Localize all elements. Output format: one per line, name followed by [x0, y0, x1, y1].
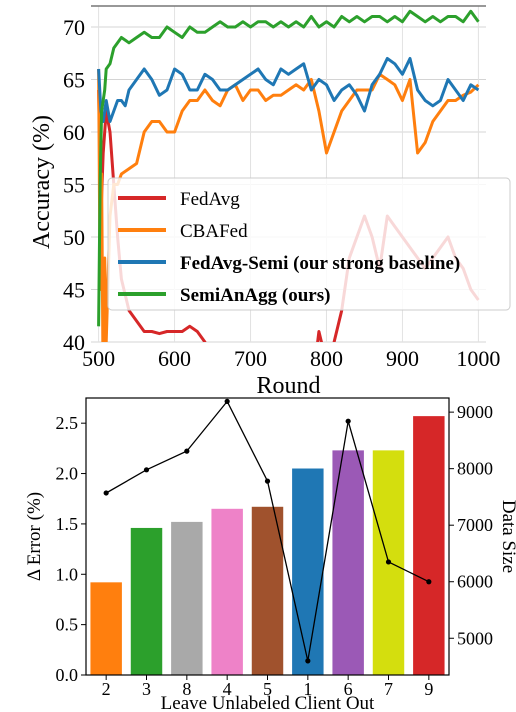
x-tick-label: 900	[386, 346, 419, 371]
x-tick-label: 4	[223, 679, 232, 699]
x-tick-label: 5	[263, 679, 272, 699]
bar-chart: 0.0 0.5 1.0 1.5 2.0 2.5 5000 6000 7000 8000 9000 2 3…	[24, 397, 516, 712]
x-axis-title: Round	[256, 373, 320, 399]
legend-label-0: FedAvg	[180, 189, 240, 210]
y-tick-label: 40	[63, 330, 85, 355]
legend-label-3: SemiAnAgg (ours)	[180, 285, 330, 306]
data-size-point-3	[143, 467, 150, 473]
x-tick-label: 6	[344, 679, 353, 699]
series-line-2	[97, 57, 480, 123]
legend-box	[107, 177, 511, 311]
x-tick-label: 600	[158, 346, 191, 371]
bar-6	[332, 450, 364, 675]
x-axis-title: Leave Unlabeled Client Out	[161, 693, 375, 712]
left-tick-label: 0.5	[56, 615, 79, 635]
y-tick-label: 50	[63, 225, 85, 250]
left-tick-label: 1.5	[56, 514, 79, 534]
bar-5	[251, 506, 284, 675]
series-line-3	[97, 9, 480, 327]
bar-2	[90, 582, 122, 675]
right-tick-label: 5000	[457, 628, 493, 648]
left-tick-label: 2.0	[56, 464, 79, 484]
right-tick-label: 6000	[457, 572, 493, 592]
x-tick-label: 7	[384, 679, 393, 699]
data-size-point-8	[184, 448, 190, 454]
data-size-point-2	[103, 490, 109, 496]
x-tick-label: 2	[102, 679, 111, 699]
legend-label-1: CBAFed	[180, 221, 248, 242]
right-tick-label: 8000	[457, 459, 493, 479]
x-tick-label: 1000	[456, 346, 500, 371]
y-tick-label: 55	[63, 173, 85, 198]
data-size-point-4	[224, 398, 230, 404]
y-tick-label: 65	[63, 68, 85, 93]
y-tick-label: 70	[63, 15, 85, 40]
y-tick-label: 45	[63, 278, 85, 303]
right-tick-label: 7000	[457, 515, 493, 535]
x-tick-label: 1	[303, 679, 312, 699]
x-tick-label: 800	[310, 346, 343, 371]
x-tick-label: 8	[182, 679, 191, 699]
left-tick-label: 0.0	[56, 665, 79, 685]
legend-label-2: FedAvg-Semi (our strong baseline)	[180, 253, 460, 274]
data-size-point-9	[426, 579, 432, 585]
line-chart: 40 45 50 55 60 65 70 500 600 700 800 900 1000 Round Ac…	[29, 5, 511, 399]
left-tick-label: 2.5	[56, 413, 79, 433]
x-tick-label: 500	[82, 346, 115, 371]
series-line-1	[97, 68, 480, 342]
y-tick-label: 60	[63, 120, 85, 145]
data-size-point-6	[345, 418, 351, 424]
x-tick-label: 3	[142, 679, 151, 699]
data-size-point-1	[305, 658, 311, 664]
right-tick-label: 9000	[457, 402, 493, 422]
legend: FedAvg CBAFed FedAvg-Semi (our strong base…	[107, 177, 511, 311]
data-size-point-5	[264, 478, 271, 484]
bar-1	[292, 468, 324, 675]
data-size-point-7	[385, 559, 392, 565]
left-axis-title: Δ Error (%)	[24, 492, 45, 581]
x-tick-label: 700	[234, 346, 267, 371]
right-axis-title: Data Size	[498, 500, 516, 573]
bar-3	[130, 527, 163, 675]
y-axis-title: Accuracy (%)	[29, 115, 55, 249]
bar-4	[211, 508, 243, 675]
left-tick-label: 1.0	[56, 564, 79, 584]
bar-8	[171, 521, 203, 675]
x-tick-label: 9	[424, 679, 433, 699]
bar-9	[413, 416, 445, 675]
